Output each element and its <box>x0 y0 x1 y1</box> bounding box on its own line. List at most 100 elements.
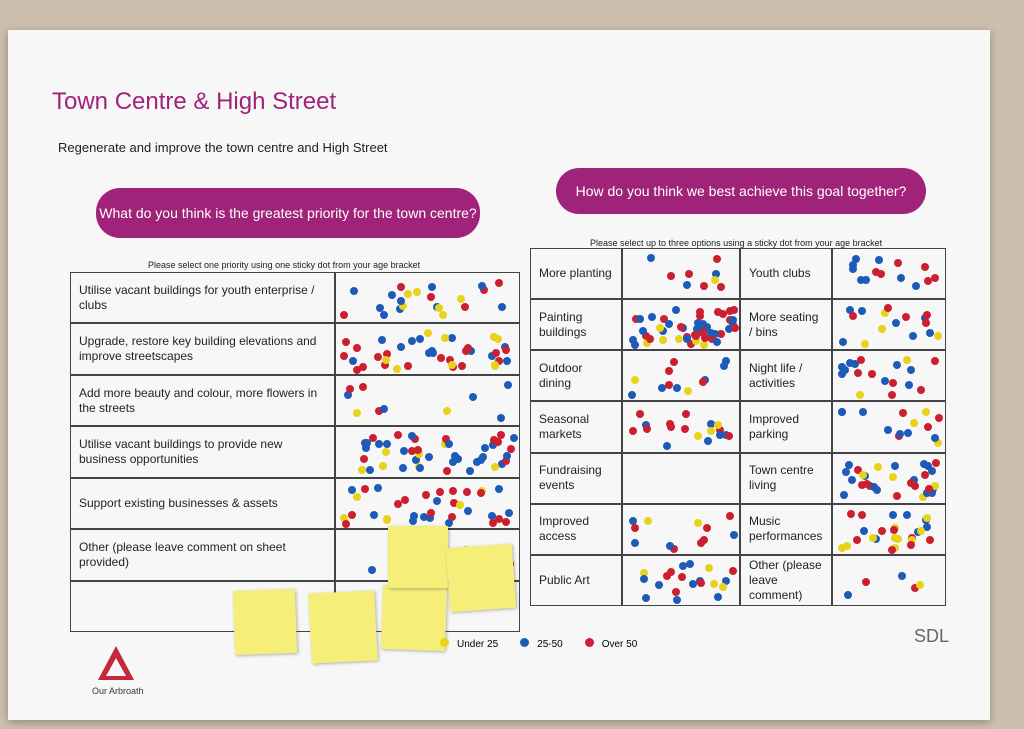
sticky-dot <box>647 313 656 322</box>
sticky-dot <box>867 369 876 378</box>
sticky-dot <box>683 334 692 343</box>
sticky-dot <box>403 289 412 298</box>
sticky-dot <box>724 325 733 334</box>
sticky-dot <box>858 306 867 315</box>
sticky-dot <box>853 368 862 377</box>
sticky-dot <box>838 544 847 553</box>
sticky-dot <box>509 434 518 443</box>
sticky-dot <box>424 452 433 461</box>
sticky-dot <box>930 274 939 283</box>
dot-cell <box>335 323 520 375</box>
sticky-dot <box>912 282 921 291</box>
sticky-dot <box>874 256 883 265</box>
right-instruction: Please select up to three options using … <box>590 238 883 248</box>
sticky-dot <box>838 407 847 416</box>
sticky-dot <box>923 310 932 319</box>
sticky-dot <box>665 366 674 375</box>
sticky-dot <box>878 527 887 536</box>
sticky-dot <box>915 580 924 589</box>
sticky-dot <box>909 419 918 428</box>
sticky-dot <box>347 486 356 495</box>
legend-item: Under 25 <box>440 638 498 650</box>
sticky-dot <box>682 280 691 289</box>
sticky-dot <box>435 488 444 496</box>
logo-mark <box>98 646 134 680</box>
sticky-dot <box>374 406 383 415</box>
sticky-dot <box>930 482 939 491</box>
sticky-dot <box>635 410 644 419</box>
sticky-dot <box>639 574 648 583</box>
sticky-dot <box>503 451 512 460</box>
sticky-dot <box>907 479 916 488</box>
sticky-dot <box>496 413 505 422</box>
sticky-dot <box>657 383 666 392</box>
sticky-dot <box>710 579 719 588</box>
dot-cell <box>335 477 520 530</box>
sticky-dot <box>646 335 655 344</box>
row-label: Utilise vacant buildings to provide new … <box>70 426 335 478</box>
sticky-dot <box>398 464 407 473</box>
brand: SDL <box>914 626 950 646</box>
sticky-dot <box>703 523 712 532</box>
sticky-dot <box>921 470 930 479</box>
sticky-dot <box>640 568 649 577</box>
sticky-dot <box>719 310 728 319</box>
sticky-dot <box>457 361 466 370</box>
sticky-dot <box>923 522 932 531</box>
sticky-dot <box>444 518 453 527</box>
sticky-dot <box>917 527 926 536</box>
sticky-dot <box>427 292 435 301</box>
sticky-dot <box>643 517 652 526</box>
sticky-dot <box>472 457 481 466</box>
legend-item: 25-50 <box>520 638 563 650</box>
sticky-dot <box>357 465 366 474</box>
sticky-dot <box>718 582 727 591</box>
sticky-dot <box>433 497 442 506</box>
row-label: Add more beauty and colour, more flowers… <box>70 374 335 427</box>
sticky-dot <box>862 275 871 284</box>
sticky-dot <box>678 561 687 570</box>
sticky-dot <box>893 534 902 543</box>
option-label: Painting buildings <box>530 299 622 351</box>
sticky-dot <box>717 329 726 338</box>
sticky-dot <box>927 466 936 475</box>
sticky-dot <box>423 328 432 337</box>
sticky-dot <box>466 467 475 476</box>
sticky-dot <box>862 480 871 489</box>
sticky-dot <box>478 453 487 462</box>
sticky-dot <box>902 313 911 322</box>
left-table: Utilise vacant buildings for youth enter… <box>70 272 520 632</box>
sticky-dot <box>441 333 450 342</box>
sticky-dot <box>663 571 672 580</box>
sticky-dot <box>922 319 931 328</box>
sticky-dot <box>713 592 722 601</box>
sticky-dot <box>922 514 931 523</box>
sticky-dot <box>442 406 451 415</box>
legend-item: Over 50 <box>584 638 637 650</box>
sticky-dot <box>503 357 512 366</box>
sticky-dot <box>837 363 846 372</box>
right-question: How do you think we best achieve this go… <box>556 168 926 214</box>
sticky-dot <box>360 439 369 448</box>
sticky-dot <box>478 281 487 290</box>
sticky-dot <box>408 516 417 525</box>
sticky-dot <box>712 337 721 346</box>
sticky-dot <box>724 432 733 441</box>
sticky-dot <box>933 439 942 448</box>
row-label: Support existing businesses & assets <box>70 477 335 530</box>
sticky-dot <box>888 391 896 400</box>
sticky-dot <box>925 535 934 544</box>
sticky-dot <box>443 466 452 475</box>
sticky-dot <box>477 489 486 498</box>
sticky-dot <box>729 567 738 576</box>
sticky-dot <box>893 491 902 500</box>
sticky-dot <box>884 425 893 434</box>
sticky-dot <box>889 510 898 519</box>
sticky-dot <box>696 538 705 547</box>
sticky-dot <box>922 488 931 497</box>
sticky-dot <box>361 443 370 452</box>
sticky-dot <box>857 481 866 490</box>
sticky-dot <box>346 384 355 393</box>
sticky-dot <box>438 311 447 320</box>
